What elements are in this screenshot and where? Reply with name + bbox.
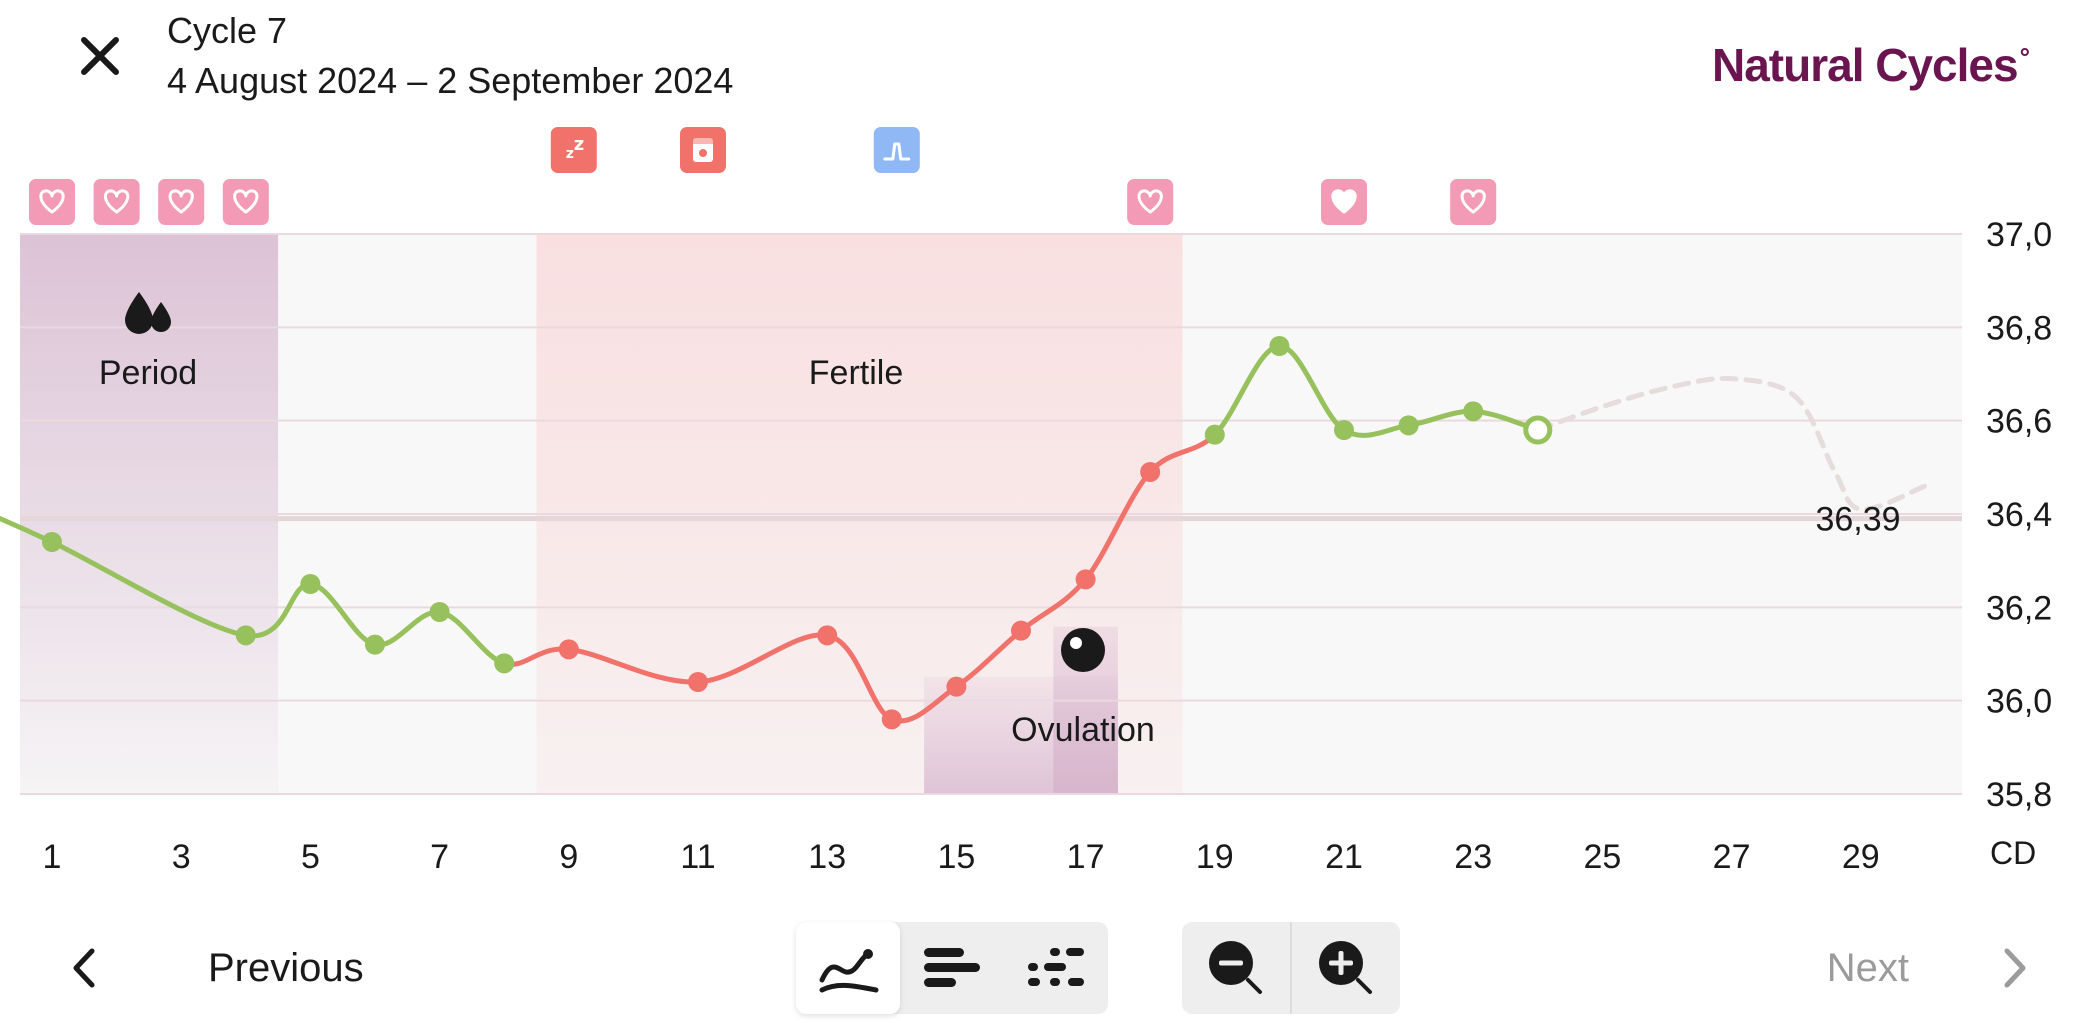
close-button[interactable]: [70, 20, 130, 92]
data-point[interactable]: [817, 625, 838, 646]
fertile-label: Fertile: [809, 354, 903, 392]
x-tick-label: 29: [1842, 838, 1880, 876]
brand-logo: Natural Cycles°: [1711, 38, 2030, 92]
data-point[interactable]: [1075, 569, 1096, 590]
x-tick-label: 25: [1583, 838, 1621, 876]
data-point[interactable]: [1204, 424, 1225, 445]
cycle-dates: 4 August 2024 – 2 September 2024: [167, 60, 734, 101]
data-point[interactable]: [365, 634, 385, 655]
brand-mark: °: [2019, 42, 2030, 72]
data-point[interactable]: [688, 672, 708, 692]
prediction-line: [1535, 375, 1928, 512]
zoom-out-icon: [1209, 941, 1262, 994]
y-tick-label: 36,4: [1986, 496, 2052, 534]
data-point[interactable]: [558, 639, 579, 660]
x-tick-label: 23: [1454, 838, 1492, 876]
x-tick-label: 11: [680, 838, 715, 876]
y-tick-label: 36,8: [1986, 309, 2052, 347]
data-point[interactable]: [1463, 401, 1484, 422]
lh-test-icon[interactable]: [873, 127, 920, 173]
list-bars-icon: [924, 948, 980, 987]
previous-button[interactable]: Previous: [70, 928, 364, 1008]
chevron-left-icon: [73, 948, 95, 988]
list-view-button[interactable]: [900, 922, 1004, 1014]
temperature-line-segment: [1083, 469, 1153, 582]
zoom-in-button[interactable]: [1290, 922, 1400, 1014]
view-mode-selector: [796, 922, 1108, 1014]
data-point[interactable]: [235, 625, 256, 646]
cover-line-label: 36,39: [1815, 501, 1900, 539]
heart-icon[interactable]: [93, 179, 140, 225]
y-tick-label: 37,0: [1986, 216, 2052, 254]
previous-label: Previous: [208, 945, 364, 990]
y-tick-label: 36,2: [1986, 589, 2052, 627]
x-tick-label: 1: [43, 838, 62, 876]
temperature-line-segment: [566, 646, 701, 685]
x-tick-label: 15: [937, 838, 975, 876]
data-point[interactable]: [42, 532, 62, 552]
heart-icon[interactable]: [1127, 179, 1174, 225]
temperature-line-segment: [49, 539, 249, 638]
dots-view-button[interactable]: [1004, 922, 1108, 1014]
scatter-dots-icon: [1028, 948, 1084, 986]
x-tick-label: 19: [1196, 838, 1234, 876]
svg-text:z: z: [574, 134, 584, 155]
x-tick-label: 21: [1325, 838, 1363, 876]
test-icon[interactable]: [680, 127, 726, 173]
cycle-title: Cycle 7: [167, 10, 288, 51]
zoom-controls: [1182, 922, 1400, 1014]
temperature-line-segment: [695, 632, 830, 685]
graph-view-button[interactable]: [796, 922, 900, 1014]
period-drops-icon: [125, 292, 171, 334]
x-tick-label: 27: [1713, 838, 1751, 876]
x-tick-label: 9: [559, 838, 578, 876]
chevron-right-icon: [2004, 948, 2026, 988]
x-tick-label: 13: [808, 838, 846, 876]
brand-name: Natural Cycles: [1711, 39, 2019, 91]
heart-icon[interactable]: [222, 179, 269, 225]
x-axis-unit: CD: [1990, 835, 2036, 871]
data-point[interactable]: [946, 676, 967, 697]
heart-icon[interactable]: [1450, 179, 1497, 225]
zoom-in-icon: [1319, 941, 1372, 994]
y-tick-label: 36,6: [1986, 403, 2052, 441]
graph-line-icon: [819, 949, 879, 993]
x-tick-label: 17: [1067, 838, 1105, 876]
next-button[interactable]: Next: [1827, 928, 2029, 1008]
data-point[interactable]: [429, 602, 450, 622]
period-label: Period: [99, 354, 197, 392]
bottom-toolbar: Previous: [0, 920, 2089, 1020]
ovulation-icon: [1061, 628, 1105, 672]
data-point[interactable]: [881, 709, 902, 730]
data-point[interactable]: [1398, 415, 1419, 436]
data-point[interactable]: [494, 653, 515, 674]
y-tick-label: 35,8: [1986, 776, 2052, 814]
ovulation-label: Ovulation: [1011, 711, 1155, 749]
zoom-out-button[interactable]: [1182, 922, 1290, 1014]
data-point-today[interactable]: [1523, 415, 1553, 445]
data-point[interactable]: [1140, 462, 1161, 482]
x-tick-label: 3: [172, 838, 191, 876]
close-icon: [81, 37, 119, 75]
next-label: Next: [1826, 945, 1909, 990]
data-point[interactable]: [1011, 620, 1031, 641]
heart-icon[interactable]: [158, 179, 205, 225]
y-tick-label: 36,0: [1986, 683, 2052, 721]
x-tick-label: 5: [301, 838, 320, 876]
heart-icon[interactable]: [29, 179, 75, 225]
temperature-line-segment: [0, 515, 55, 545]
svg-text:z: z: [566, 146, 574, 162]
x-tick-label: 7: [430, 838, 449, 876]
data-point[interactable]: [1334, 420, 1354, 440]
heart-icon[interactable]: [1321, 179, 1367, 225]
data-point[interactable]: [1269, 336, 1290, 356]
data-point[interactable]: [300, 574, 321, 594]
